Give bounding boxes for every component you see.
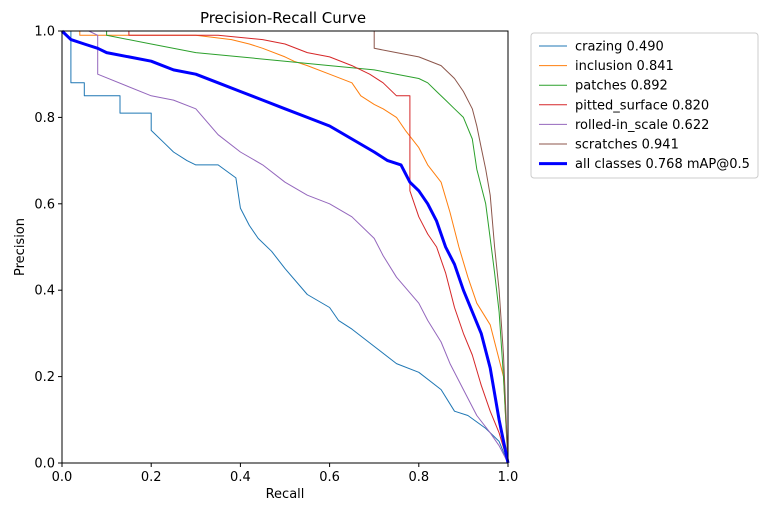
plot-frame: [61, 30, 509, 464]
series-group: [60, 29, 510, 464]
x-tick-label: 0.8: [408, 470, 429, 485]
legend-frame: [530, 32, 759, 179]
legend-entry-label: inclusion 0.841: [575, 59, 674, 74]
series-line-5: [62, 30, 509, 464]
y-axis-label: Precision: [13, 218, 28, 276]
x-tick-label: 1.0: [498, 470, 519, 485]
legend-entry-label: pitted_surface 0.820: [575, 98, 709, 113]
x-tick-label: 0.0: [52, 470, 73, 485]
x-tick-label: 0.4: [230, 470, 251, 485]
x-tick-label: 0.2: [141, 470, 162, 485]
series-line-1: [62, 30, 509, 464]
y-tick-label: 0.6: [34, 197, 55, 212]
legend-entry-label: crazing 0.490: [575, 40, 664, 55]
x-axis-label: Recall: [266, 487, 305, 502]
plot-area: [60, 29, 510, 464]
legend-entry-label: all classes 0.768 mAP@0.5: [575, 157, 750, 172]
x-tick-label: 0.6: [319, 470, 340, 485]
legend: crazing 0.490 inclusion 0.841 patches 0.89…: [530, 32, 759, 179]
chart-title: Precision-Recall Curve: [200, 9, 366, 27]
plot-background: [62, 31, 508, 463]
series-line-4: [62, 30, 509, 464]
y-tick-label: 1.0: [34, 25, 55, 40]
y-tick-label: 0.4: [34, 284, 55, 299]
legend-entry-label: scratches 0.941: [575, 138, 679, 153]
y-tick-label: 0.2: [34, 370, 55, 385]
series-line-6: [60, 29, 510, 464]
series-line-3: [62, 30, 509, 464]
y-axis: 0.0 0.2 0.4 0.6 0.8 1.0: [34, 25, 62, 472]
series-line-2: [62, 30, 509, 464]
legend-entry-label: rolled-in_scale 0.622: [575, 118, 709, 133]
x-axis: 0.0 0.2 0.4 0.6 0.8 1.0: [52, 463, 519, 485]
series-line-0: [62, 30, 509, 464]
y-tick-label: 0.8: [34, 111, 55, 126]
legend-entry-label: patches 0.892: [575, 79, 668, 94]
y-tick-label: 0.0: [34, 457, 55, 472]
